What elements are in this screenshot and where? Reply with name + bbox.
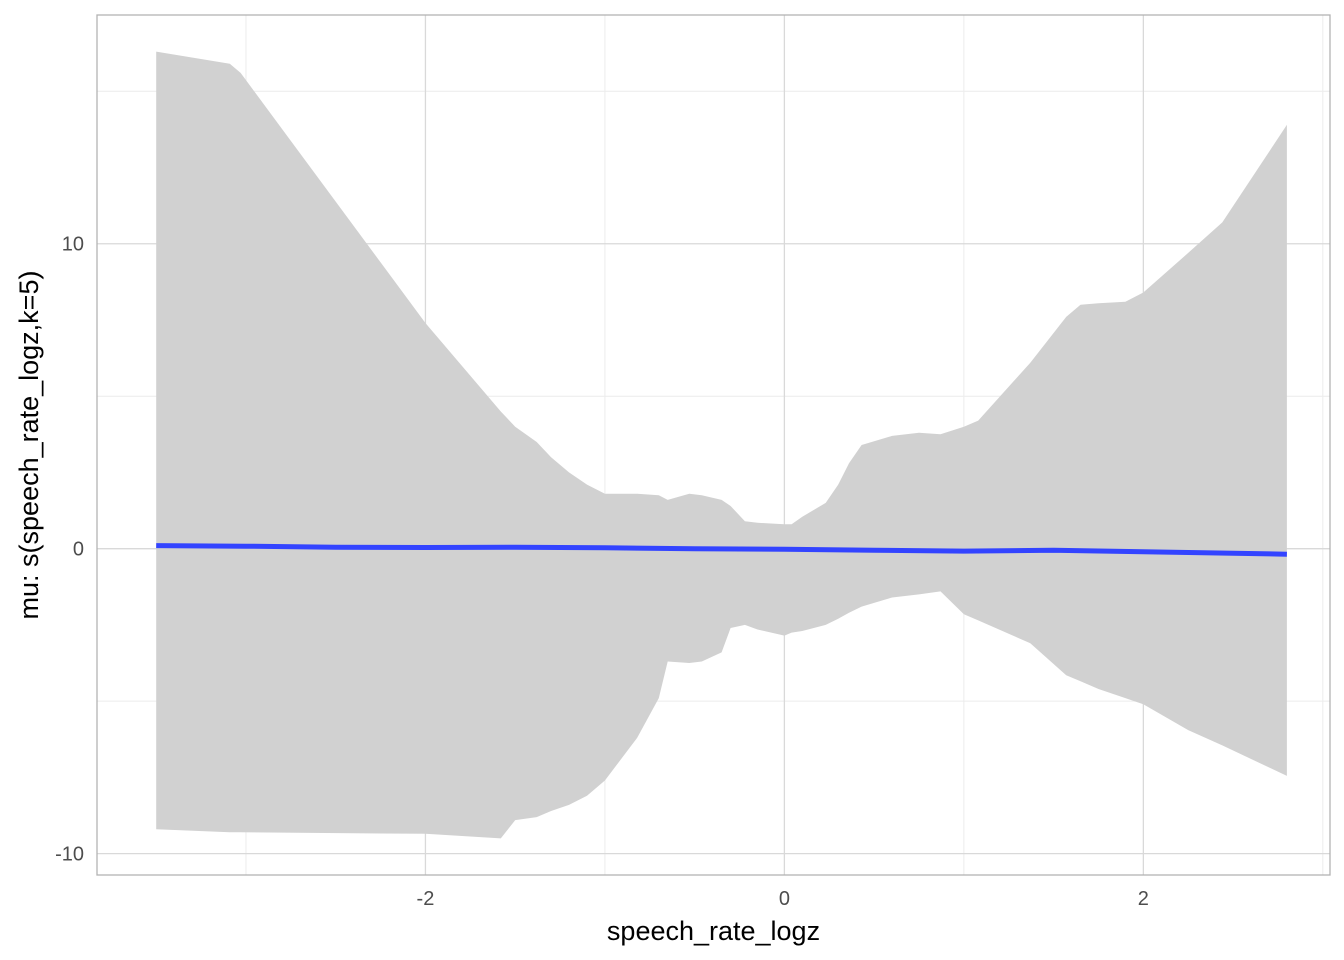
y-tick-label: -10 [55,844,84,866]
x-tick-label: -2 [417,888,435,910]
panel-border [96,14,1331,876]
x-axis-tick-labels: -2 0 2 [417,888,1149,910]
x-tick-label: 0 [779,888,790,910]
y-tick-label: 10 [62,234,84,256]
x-tick-label: 2 [1138,888,1149,910]
smooth-line [156,543,1287,557]
x-axis-title: speech_rate_logz [607,916,820,946]
y-axis-tick-labels: -10 0 10 [55,234,84,866]
smooth-line-layer [156,543,1287,557]
confidence-ribbon [156,51,1287,839]
y-tick-label: 0 [73,539,84,561]
y-axis-title: mu: s(speech_rate_logz,k=5) [14,271,44,620]
confidence-ribbon-layer [156,51,1287,839]
